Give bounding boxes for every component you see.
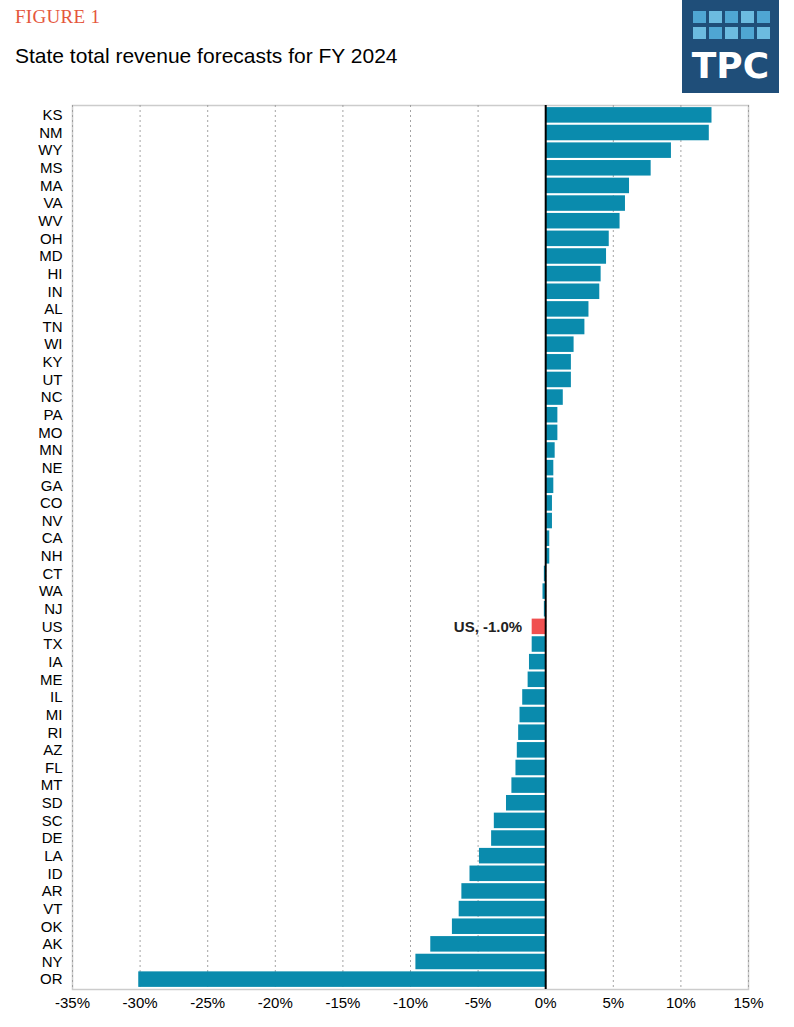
svg-text:IL: IL: [50, 688, 63, 705]
svg-text:-15%: -15%: [325, 994, 360, 1011]
svg-text:NM: NM: [39, 124, 62, 141]
svg-text:ID: ID: [48, 865, 63, 882]
svg-text:CA: CA: [42, 529, 63, 546]
svg-text:SD: SD: [42, 794, 63, 811]
svg-text:0%: 0%: [535, 994, 557, 1011]
svg-text:US: US: [42, 618, 63, 635]
svg-text:NC: NC: [41, 388, 63, 405]
svg-text:NH: NH: [41, 547, 63, 564]
svg-text:KS: KS: [42, 106, 62, 123]
svg-text:AL: AL: [44, 300, 62, 317]
html-text:State total revenue forecasts: State total revenue forecasts for FY 202…: [15, 44, 398, 67]
svg-text:MO: MO: [38, 424, 62, 441]
svg-text:10%: 10%: [666, 994, 696, 1011]
svg-text:IA: IA: [48, 653, 62, 670]
svg-text:MN: MN: [39, 441, 62, 458]
svg-text:HI: HI: [48, 265, 63, 282]
svg-text:RI: RI: [48, 723, 63, 740]
svg-text:UT: UT: [43, 371, 63, 388]
svg-text:MI: MI: [46, 706, 63, 723]
svg-text:US, -1.0%: US, -1.0%: [454, 618, 522, 635]
svg-text:WA: WA: [39, 582, 63, 599]
svg-text:CT: CT: [43, 565, 63, 582]
svg-text:5%: 5%: [602, 994, 624, 1011]
svg-text:FL: FL: [45, 759, 63, 776]
svg-text:-35%: -35%: [55, 994, 90, 1011]
svg-text:IN: IN: [48, 283, 63, 300]
html-text:FIGURE 1: FIGURE 1: [15, 6, 101, 27]
svg-text:WI: WI: [44, 335, 62, 352]
svg-text:MT: MT: [41, 776, 63, 793]
svg-text:AR: AR: [42, 882, 63, 899]
svg-text:AZ: AZ: [43, 741, 62, 758]
svg-text:KY: KY: [42, 353, 62, 370]
svg-text:PA: PA: [44, 406, 63, 423]
svg-text:CO: CO: [40, 494, 63, 511]
svg-text:WY: WY: [38, 141, 62, 158]
svg-text:SC: SC: [42, 812, 63, 829]
svg-text:MS: MS: [40, 159, 63, 176]
svg-text:OK: OK: [41, 918, 63, 935]
svg-text:NE: NE: [42, 459, 63, 476]
svg-text:GA: GA: [41, 477, 63, 494]
svg-text:-10%: -10%: [393, 994, 428, 1011]
svg-text:OH: OH: [40, 230, 63, 247]
svg-text:VA: VA: [44, 194, 63, 211]
svg-text:NJ: NJ: [44, 600, 62, 617]
svg-text:TN: TN: [43, 318, 63, 335]
svg-text:MA: MA: [40, 177, 63, 194]
svg-text:OR: OR: [40, 970, 63, 987]
svg-text:NV: NV: [42, 512, 63, 529]
svg-text:ME: ME: [40, 671, 63, 688]
html-text:TPC: TPC: [691, 45, 770, 86]
svg-text:15%: 15%: [733, 994, 763, 1011]
svg-text:-5%: -5%: [465, 994, 492, 1011]
svg-text:TX: TX: [43, 635, 62, 652]
svg-text:DE: DE: [42, 829, 63, 846]
svg-text:LA: LA: [44, 847, 62, 864]
svg-text:-20%: -20%: [258, 994, 293, 1011]
svg-text:WV: WV: [38, 212, 62, 229]
svg-text:NY: NY: [42, 953, 63, 970]
svg-text:-30%: -30%: [123, 994, 158, 1011]
svg-text:MD: MD: [39, 247, 62, 264]
svg-text:VT: VT: [43, 900, 62, 917]
svg-text:AK: AK: [42, 935, 62, 952]
svg-text:-25%: -25%: [190, 994, 225, 1011]
